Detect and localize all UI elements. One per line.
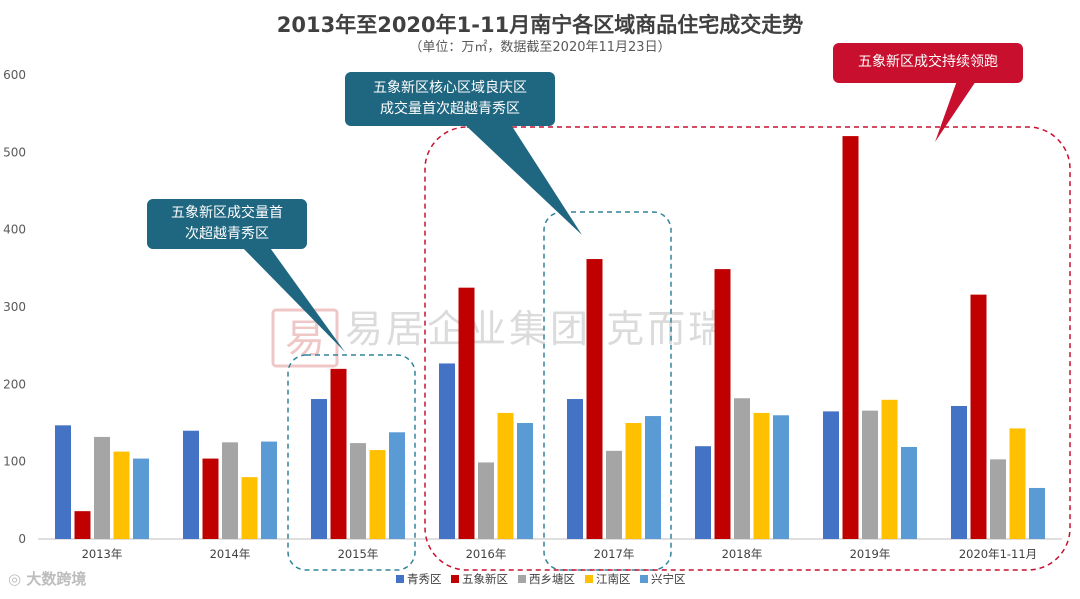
bar (823, 411, 839, 539)
legend-swatch (396, 575, 404, 583)
callout-1-box (147, 199, 307, 249)
corner-watermark: ◎ 大数跨境 (8, 568, 86, 589)
callout-3-box (833, 43, 1023, 83)
bar (517, 423, 533, 539)
x-tick-label: 2018年 (722, 547, 763, 561)
x-tick-label: 2013年 (82, 547, 123, 561)
bar (842, 136, 859, 540)
legend: 青秀区 五象新区 西乡塘区 江南区 兴宁区 (396, 572, 686, 586)
y-tick-label: 600 (3, 68, 26, 82)
bar (458, 287, 475, 539)
bar (862, 410, 878, 539)
chart-title: 2013年至2020年1-11月南宁各区域商品住宅成交走势 (277, 13, 803, 37)
callout-2-line-1: 五象新区核心区域良庆区 (373, 80, 527, 96)
highlight-box-2016-2020 (424, 126, 1071, 571)
x-tick-label: 2019年 (850, 547, 891, 561)
x-tick-label: 2014年 (210, 547, 251, 561)
bar (497, 412, 514, 539)
bar (74, 511, 91, 539)
bar (567, 399, 583, 539)
callout-2-pointer (460, 120, 582, 235)
bar (881, 399, 898, 539)
callout-2-text: 五象新区核心区域良庆区 成交量首次超越青秀区 (345, 78, 555, 120)
callout-3-text: 五象新区成交持续领跑 (833, 52, 1023, 73)
watermark-text: 易居企业集团·克而瑞 (345, 307, 729, 351)
y-tick-label: 300 (3, 300, 26, 314)
bar (222, 442, 238, 539)
x-tick-label: 2015年 (338, 547, 379, 561)
y-tick-label: 200 (3, 377, 26, 391)
legend-label: 五象新区 (462, 572, 508, 586)
bar (625, 423, 642, 539)
callouts (147, 43, 1023, 352)
highlight-box-2017 (543, 211, 672, 571)
legend-label: 西乡塘区 (529, 572, 575, 586)
callout-1-text: 五象新区成交量首 次超越青秀区 (147, 203, 307, 245)
bar (970, 294, 987, 539)
callout-1-line-2: 次超越青秀区 (185, 226, 269, 242)
bar (133, 458, 149, 539)
x-tick-label: 2016年 (466, 547, 507, 561)
bar (714, 269, 731, 539)
bar (241, 477, 258, 539)
bar (1029, 487, 1045, 539)
bar (586, 259, 603, 539)
bar (202, 458, 219, 539)
bar (645, 416, 661, 539)
x-axis: 2013年 2014年 2015年 2016年 2017年 2018年 2019年 2020年… (82, 547, 1038, 561)
legend-swatch (585, 575, 593, 583)
callout-2-box (345, 72, 555, 126)
bar (389, 432, 405, 539)
y-tick-label: 400 (3, 223, 26, 237)
x-tick-label: 2017年 (594, 547, 635, 561)
legend-label: 江南区 (596, 572, 631, 586)
y-tick-label: 0 (18, 532, 26, 546)
bar (478, 462, 494, 539)
bar (439, 363, 455, 539)
callout-1-line-1: 五象新区成交量首 (171, 205, 283, 221)
y-tick-label: 100 (3, 455, 26, 469)
callout-1-pointer (240, 245, 345, 352)
legend-swatch (518, 575, 526, 583)
bar (901, 446, 917, 539)
chart-subtitle: （单位：万㎡，数据截至2020年11月23日） (409, 40, 670, 55)
bar (606, 450, 622, 539)
legend-swatch (451, 575, 459, 583)
callout-2-line-2: 成交量首次超越青秀区 (380, 101, 520, 117)
bar (113, 451, 130, 539)
legend-label: 兴宁区 (651, 572, 686, 586)
bar (369, 450, 386, 539)
bar (94, 436, 110, 539)
corner-logo-icon: ◎ (8, 570, 27, 588)
bar (350, 443, 366, 539)
x-tick-label: 2020年1-11月 (959, 547, 1037, 561)
callout-3-pointer (935, 78, 978, 142)
bars-group (55, 136, 1045, 540)
bar (734, 398, 750, 539)
corner-watermark-text: 大数跨境 (26, 570, 87, 588)
legend-label: 青秀区 (407, 572, 442, 586)
bar (951, 405, 967, 539)
highlight-boxes (287, 126, 1071, 571)
callout-3-line-1: 五象新区成交持续领跑 (858, 54, 998, 70)
legend-swatch (640, 575, 648, 583)
bar (183, 430, 199, 539)
bar (261, 441, 277, 539)
watermark: 易 易居企业集团·克而瑞 (271, 307, 729, 368)
bar (753, 412, 770, 539)
bar (311, 399, 327, 539)
bar (773, 415, 789, 539)
bar (330, 368, 347, 539)
bar (695, 446, 711, 539)
bar (55, 425, 71, 539)
bar (1009, 428, 1026, 539)
bar (990, 459, 1006, 539)
highlight-box-2015 (287, 354, 416, 571)
y-tick-label: 500 (3, 145, 26, 159)
